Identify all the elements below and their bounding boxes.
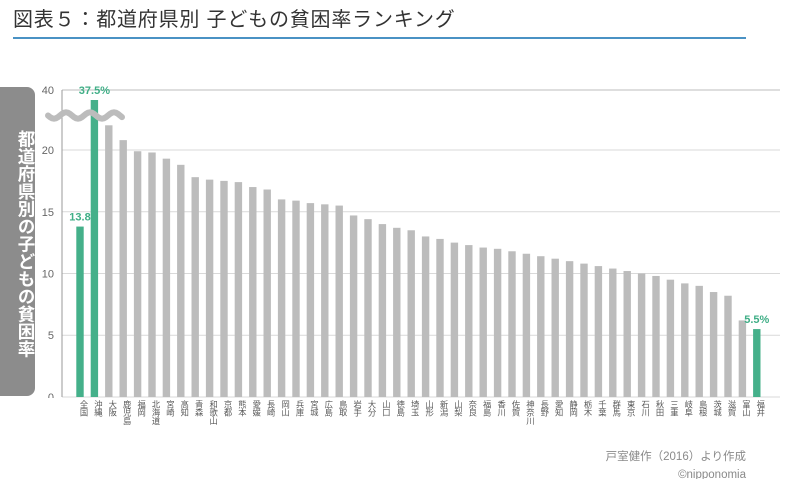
svg-text:0: 0 [48, 392, 54, 398]
svg-text:20: 20 [42, 145, 54, 157]
svg-text:5: 5 [48, 330, 54, 342]
svg-text:15: 15 [42, 207, 54, 219]
svg-text:40: 40 [42, 85, 54, 97]
svg-text:13.8: 13.8 [69, 212, 90, 224]
svg-text:37.5%: 37.5% [79, 85, 110, 97]
svg-text:5.5%: 5.5% [744, 314, 769, 326]
svg-text:10: 10 [42, 269, 54, 281]
